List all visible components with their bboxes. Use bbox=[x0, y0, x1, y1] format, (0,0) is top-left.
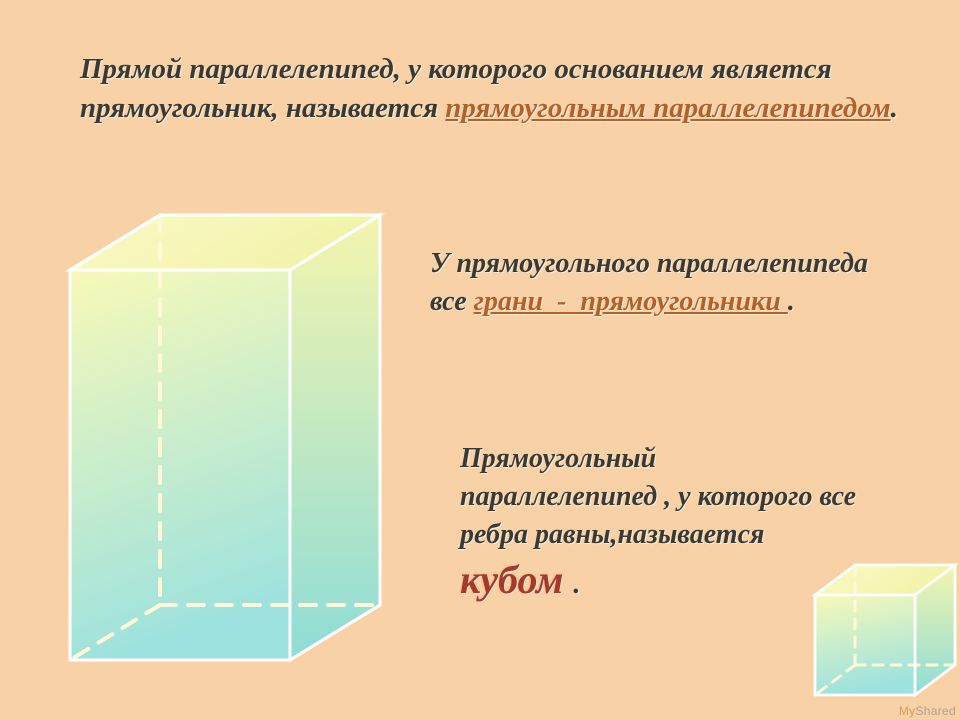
cube-definition-paragraph: Прямоугольный параллелепипед , у которог… bbox=[460, 440, 860, 607]
slide: Прямой параллелепипед, у которого основа… bbox=[0, 0, 960, 720]
title-suffix: . bbox=[891, 92, 898, 124]
cube-word: кубом bbox=[460, 557, 573, 602]
cube-diagram bbox=[805, 555, 960, 710]
watermark: MyShared bbox=[899, 704, 956, 718]
watermark-rest: Shared bbox=[916, 704, 957, 718]
title-highlight: прямоугольным параллелепипедом bbox=[445, 92, 890, 124]
faces-paragraph: У прямоугольного параллелепипеда все гра… bbox=[430, 245, 910, 321]
text2-suffix: . bbox=[788, 286, 795, 317]
title-paragraph: Прямой параллелепипед, у которого основа… bbox=[80, 50, 920, 128]
text3-suffix: . bbox=[573, 569, 580, 600]
rectangular-prism-diagram bbox=[50, 200, 390, 680]
text2-highlight: грани - прямоугольники bbox=[474, 286, 788, 317]
watermark-my: My bbox=[899, 704, 916, 718]
text3-prefix: Прямоугольный параллелепипед , у которог… bbox=[460, 443, 856, 550]
